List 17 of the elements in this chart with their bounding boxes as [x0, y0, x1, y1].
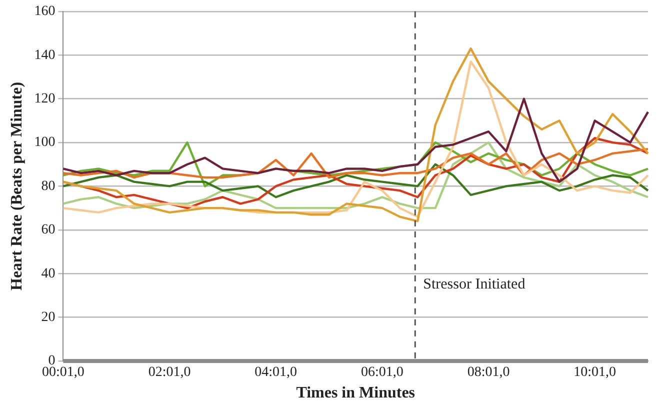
y-tick-label: 160 [34, 4, 56, 20]
x-axis-title: Times in Minutes [296, 384, 416, 402]
x-tick-label: 06:01,0 [360, 365, 404, 380]
x-tick-label: 10:01,0 [574, 365, 616, 380]
y-tick-label: 60 [41, 222, 56, 238]
x-tick-label: 02:01,0 [148, 365, 191, 380]
x-tick-label: 08:01,0 [467, 365, 510, 380]
y-tick-label: 20 [41, 310, 56, 325]
y-axis-title: Heart Rate (Beats per Minute) [8, 82, 26, 290]
annotation: Stressor Initiated [423, 276, 526, 292]
y-tick-label: 80 [41, 178, 56, 194]
y-tick-label: 40 [41, 266, 56, 282]
y-tick-label: 120 [34, 91, 56, 106]
x-tick-label: 04:01,0 [254, 365, 298, 380]
y-tick-label: 100 [34, 135, 56, 150]
y-tick-label: 140 [34, 48, 56, 63]
x-tick-label: 00:01,0 [42, 365, 84, 380]
